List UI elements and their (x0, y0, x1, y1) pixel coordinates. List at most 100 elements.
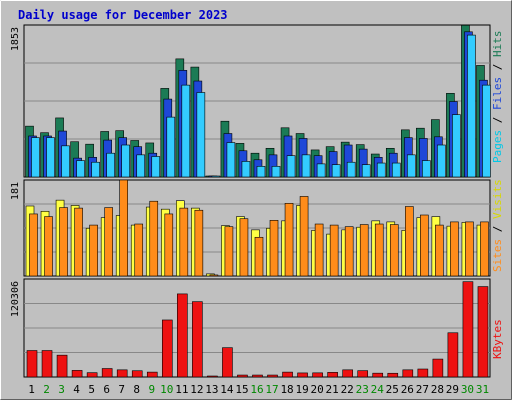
legend-traffic: Pages / Files / Hits (491, 31, 504, 164)
bar-pages-day-9 (151, 156, 161, 178)
legend-item-sites: Sites (491, 239, 504, 272)
bar-pages-day-19 (301, 154, 311, 178)
legend-item-visits: Visits (491, 179, 504, 219)
x-tick-label-day-4: 4 (73, 383, 80, 396)
x-tick-label-day-7: 7 (118, 383, 125, 396)
bar-sites-day-25 (389, 224, 399, 277)
bar-pages-day-18 (286, 155, 296, 178)
bar-sites-day-17 (269, 220, 279, 277)
legend-item-hits: Hits (491, 31, 504, 58)
x-tick-label-day-31: 31 (476, 383, 489, 396)
bar-pages-day-13 (211, 175, 221, 178)
bar-pages-day-17 (271, 166, 281, 178)
bar-sites-day-12 (194, 209, 204, 277)
bar-sites-day-31 (480, 221, 489, 277)
bar-sites-day-30 (465, 221, 474, 277)
legend-separator: / (491, 219, 504, 239)
x-tick-label-day-16: 16 (250, 383, 263, 396)
bar-pages-day-1 (31, 137, 40, 178)
bar-pages-day-8 (136, 154, 146, 178)
x-tick-label-day-3: 3 (58, 383, 65, 396)
bar-kbytes-day-31 (477, 286, 489, 378)
bar-sites-day-10 (164, 213, 174, 277)
bar-sites-day-4 (74, 207, 83, 277)
bar-sites-day-9 (149, 200, 159, 277)
bar-pages-day-16 (256, 166, 266, 178)
bar-kbytes-day-4 (71, 370, 83, 378)
bar-sites-day-23 (359, 224, 369, 277)
bar-kbytes-day-28 (432, 358, 444, 378)
bar-pages-day-21 (331, 164, 341, 178)
x-tick-label-day-9: 9 (148, 383, 155, 396)
bar-kbytes-day-7 (116, 369, 128, 378)
y-max-label-kbytes: 120306 (10, 281, 21, 317)
bar-pages-day-20 (316, 163, 326, 178)
bar-kbytes-day-17 (267, 374, 278, 378)
bar-kbytes-day-13 (207, 375, 218, 378)
bar-sites-day-18 (284, 203, 294, 277)
legend-separator: / (491, 57, 504, 77)
bar-kbytes-day-3 (56, 354, 68, 378)
bar-kbytes-day-5 (86, 372, 98, 378)
x-tick-label-day-11: 11 (175, 383, 188, 396)
bar-sites-day-16 (254, 236, 264, 277)
bar-sites-day-21 (329, 224, 339, 277)
bar-pages-day-25 (391, 162, 401, 178)
panel-kbytes: 120306 KBytes (10, 278, 504, 378)
legend-item-kbytes: KBytes (491, 319, 504, 359)
x-tick-label-day-26: 26 (401, 383, 414, 396)
bar-kbytes-day-27 (417, 368, 429, 378)
bar-kbytes-day-20 (312, 372, 323, 378)
bar-pages-day-11 (181, 84, 191, 178)
x-tick-label-day-28: 28 (431, 383, 444, 396)
bar-kbytes-day-8 (131, 370, 143, 378)
x-tick-label-day-1: 1 (28, 383, 35, 396)
x-axis-labels: 1 2 3 4 5 6 7 8 9 10 11 12 13 14 15 16 17 18 19 20 21 22 23 24 2… (28, 383, 489, 396)
bar-pages-day-3 (61, 145, 70, 178)
bar-sites-day-8 (134, 223, 144, 277)
y-max-label-traffic: 1853 (10, 27, 21, 51)
bar-sites-day-3 (59, 207, 68, 277)
bar-kbytes-day-19 (297, 372, 308, 378)
bar-kbytes-day-15 (237, 374, 248, 378)
x-tick-label-day-21: 21 (326, 383, 339, 396)
x-tick-label-day-18: 18 (280, 383, 293, 396)
x-tick-label-day-14: 14 (220, 383, 234, 396)
x-tick-label-day-15: 15 (235, 383, 248, 396)
bar-sites-day-26 (405, 206, 414, 277)
legend-separator: / (491, 110, 504, 130)
bar-sites-day-1 (29, 213, 38, 277)
bar-pages-day-29 (452, 114, 461, 178)
chart-title: Daily usage for December 2023 (18, 8, 228, 22)
bar-pages-day-6 (106, 152, 115, 178)
bar-pages-day-7 (121, 144, 130, 178)
bar-pages-day-28 (437, 144, 446, 178)
bar-pages-day-2 (46, 137, 55, 178)
bar-kbytes-day-25 (387, 372, 399, 378)
x-tick-label-day-10: 10 (160, 383, 173, 396)
x-tick-label-day-23: 23 (356, 383, 369, 396)
x-tick-label-day-25: 25 (386, 383, 399, 396)
bar-sites-day-11 (179, 207, 189, 277)
bar-kbytes-day-21 (327, 372, 338, 378)
bar-sites-day-19 (299, 196, 309, 277)
bar-kbytes-day-29 (447, 332, 459, 378)
bar-kbytes-day-24 (372, 372, 384, 378)
x-tick-label-day-24: 24 (371, 383, 385, 396)
bar-sites-day-27 (420, 214, 429, 277)
bar-pages-day-12 (196, 92, 206, 178)
x-tick-label-day-12: 12 (190, 383, 203, 396)
bar-kbytes-day-26 (402, 369, 414, 378)
bar-kbytes-day-1 (26, 350, 38, 378)
bar-pages-day-4 (76, 160, 85, 178)
panel-traffic: 1853 Pages / Files / Hits (10, 24, 504, 178)
x-tick-label-day-13: 13 (205, 383, 218, 396)
bar-kbytes-day-12 (192, 301, 203, 378)
bar-pages-day-30 (467, 34, 476, 178)
bar-sites-day-6 (104, 207, 113, 277)
x-tick-label-day-2: 2 (43, 383, 50, 396)
x-tick-label-day-5: 5 (88, 383, 95, 396)
bar-sites-day-24 (374, 223, 384, 277)
legend-item-pages: Pages (491, 130, 504, 163)
